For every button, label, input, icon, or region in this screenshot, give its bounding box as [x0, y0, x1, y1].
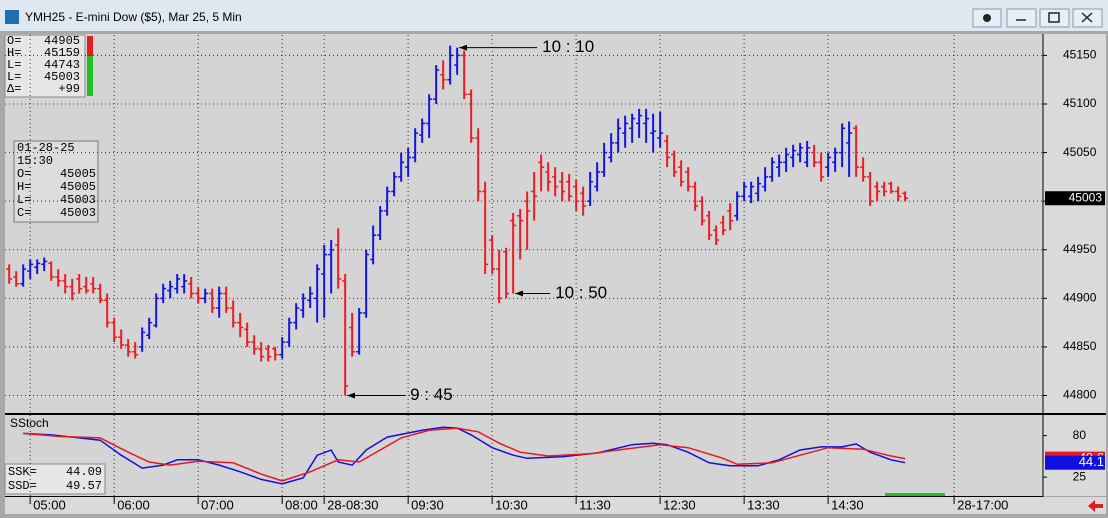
x-tick-label: 28-08:30: [327, 497, 378, 512]
y-tick-label: 45050: [1063, 145, 1097, 159]
minimize-button[interactable]: [1006, 8, 1037, 28]
x-tick-label: 28-17:00: [957, 497, 1008, 512]
data-value: 45003: [60, 193, 96, 207]
x-tick-label: 07:00: [201, 497, 234, 512]
y-tick-label: 44800: [1063, 388, 1097, 402]
ohlc-box: [4, 34, 86, 98]
ohlc-label: Δ=: [7, 82, 21, 96]
indicator-line: [23, 427, 906, 482]
y-tick-label: 80: [1073, 428, 1087, 442]
legend-name: SSK=: [8, 465, 37, 479]
y-tick-label: 25: [1073, 469, 1087, 483]
y-tick-label: 44950: [1063, 242, 1097, 256]
link-dot: [983, 14, 991, 22]
x-tick-label: 06:00: [117, 497, 150, 512]
title-bar: [0, 0, 1108, 31]
price-pane: [5, 34, 1043, 414]
x-tick-label: 12:30: [663, 497, 696, 512]
stoch-legend: [4, 463, 106, 495]
ohlc-value: 44905: [44, 34, 80, 48]
data-label: O=: [17, 167, 31, 181]
ohlc-label: H=: [7, 46, 21, 60]
annotation-label: 10 : 50: [555, 283, 607, 302]
x-tick-label: 11:30: [579, 497, 611, 512]
indicator-line: [23, 426, 906, 485]
data-label: C=: [17, 206, 31, 220]
time-axis: [5, 497, 1106, 514]
y-tick-label: 45150: [1063, 48, 1097, 62]
range-bar-top: [87, 36, 93, 56]
session-marker: [885, 493, 945, 496]
x-tick-label: 08:00: [285, 497, 318, 512]
ohlc-value: 44743: [44, 58, 80, 72]
window-title: YMH25 - E-mini Dow ($5), Mar 25, 5 Min: [25, 10, 242, 24]
button-glyphs: [1016, 12, 1093, 23]
data-label: H=: [17, 180, 31, 194]
right-axis: [1043, 34, 1106, 496]
legend-value: 49.57: [66, 479, 102, 493]
value-tag-label: 44.1: [1079, 454, 1104, 469]
scroll-arrow[interactable]: [1088, 500, 1103, 512]
x-tick-label: 05:00: [33, 497, 66, 512]
data-value: 45005: [60, 180, 96, 194]
ohlc-value: 45003: [44, 70, 80, 84]
data-value: 45005: [60, 167, 96, 181]
range-bar-bottom: [87, 56, 93, 96]
x-tick-label: 10:30: [495, 497, 528, 512]
x-tick-label: 14:30: [831, 497, 864, 512]
x-tick-label: 09:30: [411, 497, 444, 512]
ohlc-label: O=: [7, 34, 21, 48]
maximize-button[interactable]: [1039, 8, 1070, 28]
data-label: L=: [17, 193, 31, 207]
y-tick-label: 45100: [1063, 96, 1097, 110]
indicator-title: SStoch: [10, 416, 49, 430]
ohlc-label: L=: [7, 58, 21, 72]
annotation-label: 10 : 10: [542, 37, 594, 56]
legend-name: SSD=: [8, 479, 37, 493]
stoch-pane: [5, 415, 1043, 496]
value-tag: [1045, 455, 1105, 470]
price-tag: [1045, 191, 1105, 206]
data-window-date: 01-28-25: [17, 141, 75, 155]
legend-value: 44.09: [66, 465, 102, 479]
data-window-time: 15:30: [17, 154, 53, 168]
ohlc-value: +99: [58, 82, 80, 96]
y-tick-label: 44900: [1063, 291, 1097, 305]
app-icon: [5, 10, 19, 24]
price-tag-label: 45003: [1069, 190, 1103, 204]
ohlc-label: L=: [7, 70, 21, 84]
x-tick-label: 13:30: [747, 497, 780, 512]
y-tick-label: 44850: [1063, 339, 1097, 353]
ohlc-value: 45159: [44, 46, 80, 60]
data-window: [13, 140, 99, 223]
data-value: 45003: [60, 206, 96, 220]
annotation-label: 9 : 45: [410, 385, 453, 404]
